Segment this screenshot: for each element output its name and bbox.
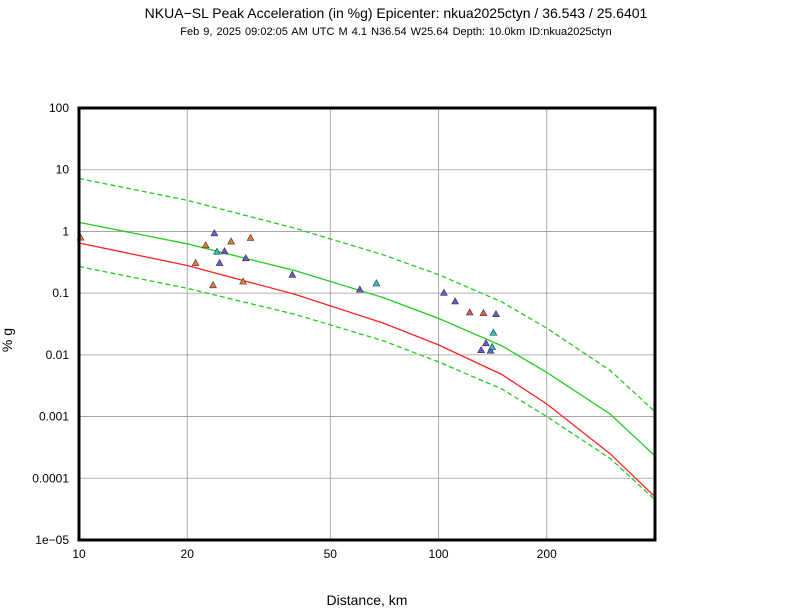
station-point (477, 345, 486, 353)
x-tick-label: 10 (72, 547, 86, 561)
curve-1 (78, 177, 656, 413)
station-point (215, 258, 224, 266)
y-tick-label: 100 (49, 101, 69, 115)
x-tick-label: 200 (537, 547, 557, 561)
station-point (482, 339, 490, 347)
y-tick-label: 1e−05 (35, 533, 69, 547)
x-tick-label: 100 (429, 547, 449, 561)
station-point (201, 241, 210, 249)
station-point (451, 297, 460, 305)
x-axis-label: Distance, km (327, 592, 408, 608)
grid (78, 107, 655, 541)
curve-2 (78, 265, 656, 501)
y-tick-label: 1 (62, 224, 69, 238)
y-tick-labels: 1e−05 0.0001 0.001 0.01 0.1 1 10 100 (32, 101, 69, 547)
y-tick-label: 10 (56, 163, 70, 177)
station-point (479, 308, 488, 316)
chart-subtitle: Feb 9, 2025 09:02:05 AM UTC M 4.1 N36.54… (180, 26, 612, 38)
station-point (486, 346, 495, 354)
station-point (227, 237, 236, 245)
x-tick-labels: 10 20 50 100 200 (72, 547, 557, 561)
station-point (372, 279, 381, 287)
station-point (465, 308, 474, 316)
x-tick-label: 20 (181, 547, 195, 561)
y-tick-label: 0.001 (39, 410, 69, 424)
station-point (489, 328, 498, 336)
plot-frame (77, 106, 657, 542)
station-point (355, 285, 364, 293)
station-point (220, 247, 229, 255)
y-axis-label: % g (0, 328, 15, 352)
y-tick-label: 0.0001 (32, 471, 69, 485)
station-point (191, 258, 200, 266)
station-points (76, 229, 500, 354)
curve-3 (78, 242, 656, 498)
station-point (439, 288, 448, 296)
curves (78, 177, 656, 501)
station-point (246, 233, 255, 241)
chart-title: NKUA−SL Peak Acceleration (in %g) Epicen… (144, 5, 648, 21)
station-point (210, 229, 219, 237)
station-point (239, 277, 247, 285)
x-tick-label: 50 (324, 547, 338, 561)
station-point (241, 254, 250, 262)
station-point (488, 342, 497, 350)
station-point (213, 247, 221, 255)
y-tick-label: 0.01 (46, 348, 70, 362)
station-point (492, 309, 500, 317)
y-tick-label: 0.1 (52, 286, 69, 300)
station-point (288, 270, 297, 278)
station-point (209, 281, 217, 289)
